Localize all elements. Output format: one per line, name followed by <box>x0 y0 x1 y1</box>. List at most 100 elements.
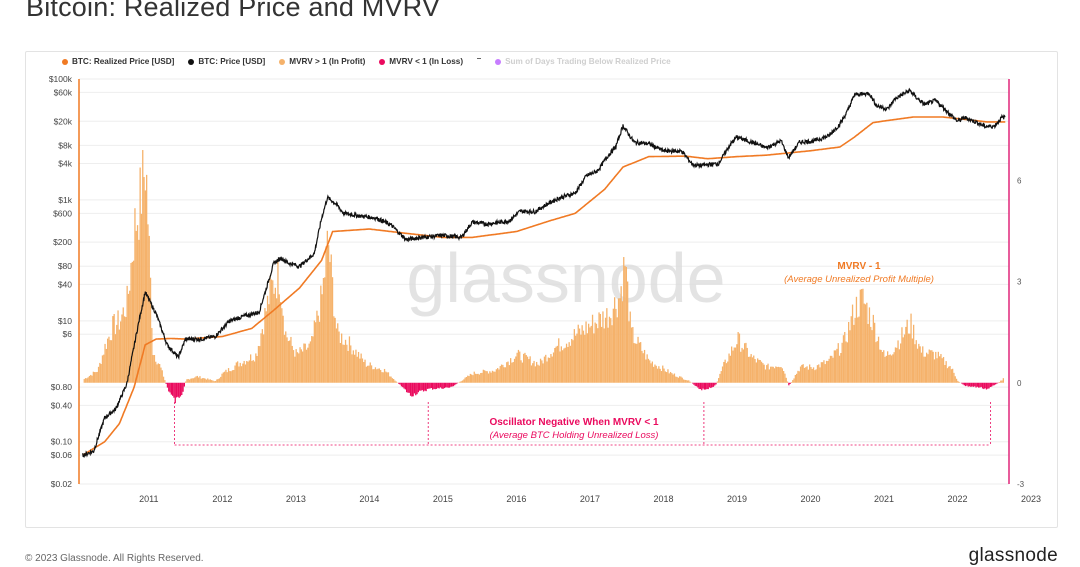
legend-item[interactable]: Sum of Days Trading Below Realized Price <box>495 57 671 66</box>
mvrv-profit-bar <box>340 343 341 383</box>
mvrv-profit-bar <box>372 369 373 382</box>
watermark: glassnode <box>406 239 725 317</box>
mvrv-profit-bar <box>345 340 346 383</box>
mvrv-loss-bar <box>167 383 168 388</box>
mvrv-profit-bar <box>102 355 103 382</box>
mvrv-profit-bar <box>268 304 269 383</box>
mvrv-profit-bar <box>639 343 640 383</box>
mvrv-profit-bar <box>834 350 835 382</box>
mvrv-profit-bar <box>288 341 289 383</box>
mvrv-loss-bar <box>983 383 984 389</box>
mvrv-loss-bar <box>979 383 980 388</box>
mvrv-profit-bar <box>935 352 936 383</box>
mvrv-profit-bar <box>159 364 160 383</box>
mvrv-profit-bar <box>622 301 623 382</box>
mvrv-loss-bar <box>426 383 427 391</box>
mvrv-profit-bar <box>948 367 949 383</box>
mvrv-profit-bar <box>760 360 761 383</box>
mvrv-profit-bar <box>237 361 238 382</box>
legend-label: MVRV < 1 (In Loss) <box>389 57 463 66</box>
legend-item[interactable]: BTC: Realized Price [USD] <box>62 57 174 66</box>
mvrv-profit-bar <box>310 341 311 382</box>
mvrv-profit-bar <box>199 376 200 383</box>
mvrv-profit-bar <box>210 379 211 382</box>
mvrv-profit-bar <box>214 381 215 383</box>
mvrv-profit-bar <box>501 365 502 383</box>
mvrv-profit-bar <box>158 363 159 382</box>
chart[interactable]: $100k$60k$20k$8k$4k$1k$600$200$80$40$10$… <box>26 52 1057 527</box>
mvrv-loss-bar <box>978 383 979 388</box>
mvrv-profit-bar <box>927 354 928 383</box>
y-left-tick-label: $0.80 <box>51 382 73 392</box>
mvrv-profit-bar <box>865 304 866 382</box>
mvrv-profit-bar <box>123 307 124 382</box>
mvrv-profit-bar <box>114 314 115 383</box>
mvrv-profit-bar <box>810 367 811 383</box>
mvrv-profit-bar <box>606 308 607 383</box>
mvrv-profit-bar <box>315 322 316 383</box>
mvrv-profit-bar <box>773 367 774 383</box>
mvrv-profit-bar <box>357 357 358 383</box>
mvrv-profit-bar <box>229 371 230 383</box>
y-right-tick-label: 0 <box>1017 379 1022 388</box>
mvrv-profit-bar <box>921 353 922 383</box>
mvrv-profit-bar <box>792 380 793 383</box>
mvrv-profit-bar <box>545 355 546 383</box>
mvrv-profit-bar <box>553 352 554 382</box>
mvrv-profit-bar <box>354 355 355 383</box>
mvrv-profit-bar <box>479 375 480 383</box>
mvrv-profit-bar <box>823 360 824 383</box>
mvrv-profit-bar <box>97 372 98 383</box>
y-left-tick-label: $0.02 <box>51 479 73 489</box>
mvrv-profit-bar <box>741 348 742 383</box>
mvrv-profit-bar <box>461 381 462 383</box>
mvrv-profit-bar <box>777 367 778 383</box>
footer-brand-logo[interactable]: glassnode <box>969 545 1058 567</box>
chart-legend[interactable]: BTC: Realized Price [USD] BTC: Price [USD… <box>62 57 685 66</box>
legend-item[interactable]: MVRV < 1 (In Loss) <box>379 57 463 66</box>
mvrv-profit-bar <box>858 317 859 383</box>
mvrv-profit-bar <box>953 373 954 383</box>
legend-item[interactable]: BTC: Price [USD] <box>188 57 265 66</box>
mvrv-profit-bar <box>641 351 642 383</box>
mvrv-loss-bar <box>419 383 420 391</box>
mvrv-profit-bar <box>117 310 118 382</box>
mvrv-profit-bar <box>844 332 845 383</box>
mvrv-profit-bar <box>628 321 629 382</box>
mvrv-profit-bar <box>852 305 853 383</box>
mvrv-profit-bar <box>145 190 146 382</box>
mvrv-loss-bar <box>697 383 698 388</box>
mvrv-profit-bar <box>914 344 915 383</box>
mvrv-loss-bar <box>402 383 403 387</box>
mvrv-profit-bar <box>582 325 583 383</box>
mvrv-profit-bar <box>879 350 880 383</box>
mvrv-profit-bar <box>611 325 612 383</box>
mvrv-profit-bar <box>488 373 489 382</box>
mvrv-profit-bar <box>392 378 393 383</box>
mvrv-profit-bar <box>609 317 610 383</box>
mvrv-loss-bar <box>975 383 976 388</box>
mvrv-profit-bar <box>154 355 155 383</box>
mvrv-profit-bar <box>583 331 584 383</box>
mvrv-profit-bar <box>567 347 568 383</box>
mvrv-loss-bar <box>175 383 176 403</box>
legend-item[interactable]: MVRV > 1 (In Profit) <box>279 57 365 66</box>
mvrv-profit-bar <box>949 366 950 383</box>
mvrv-profit-bar <box>857 317 858 382</box>
mvrv-profit-bar <box>496 369 497 382</box>
mvrv-profit-bar <box>116 325 117 383</box>
mvrv-profit-bar <box>888 355 889 383</box>
mvrv-profit-bar <box>160 368 161 383</box>
mvrv-loss-bar <box>457 383 458 384</box>
y-left-tick-label: $100k <box>49 74 73 84</box>
mvrv-profit-bar <box>325 246 326 382</box>
mvrv-profit-bar <box>610 318 611 383</box>
mvrv-loss-bar <box>986 383 987 390</box>
mvrv-profit-bar <box>128 294 129 383</box>
mvrv-profit-bar <box>736 344 737 383</box>
mvrv-profit-bar <box>738 332 739 383</box>
mvrv-profit-bar <box>922 346 923 382</box>
mvrv-profit-bar <box>335 318 336 383</box>
mvrv-profit-bar <box>630 312 631 383</box>
mvrv-loss-bar <box>969 383 970 387</box>
